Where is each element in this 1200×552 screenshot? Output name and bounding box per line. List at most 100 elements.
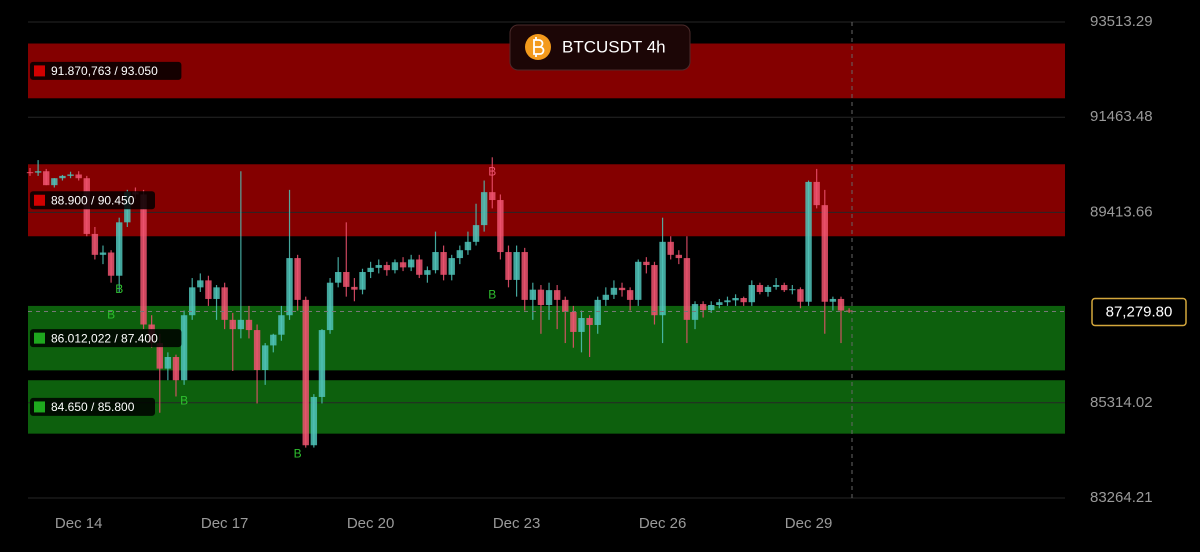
candle-body: [440, 252, 447, 275]
signal-marker: B: [488, 287, 496, 301]
candle-body: [91, 233, 99, 255]
candle-body: [310, 396, 318, 446]
x-tick-label: Dec 17: [201, 515, 249, 532]
candle-body: [553, 290, 561, 300]
candle-body: [837, 298, 845, 311]
candle-body: [699, 304, 707, 311]
candle-body: [513, 252, 520, 280]
coin-symbol: [533, 37, 545, 57]
signal-marker: B: [294, 447, 302, 461]
x-tick-label: Dec 26: [639, 515, 687, 532]
candle-body: [570, 311, 577, 332]
candle-body: [383, 265, 391, 271]
signal-marker: B: [115, 282, 123, 296]
candle-body: [221, 287, 228, 320]
candle-body: [813, 181, 820, 206]
candle-body: [562, 299, 569, 312]
y-tick-label: 89413.66: [1090, 203, 1153, 220]
candle-body: [456, 250, 464, 259]
candle-body: [391, 262, 399, 271]
candle-body: [805, 181, 812, 302]
zone-label: 86.012,022 / 87.400: [51, 331, 158, 345]
candle-body: [537, 289, 545, 305]
candle-body: [343, 272, 350, 287]
candle-body: [602, 294, 610, 300]
candle-body: [399, 262, 407, 268]
candle-body: [286, 258, 293, 316]
candle-body: [845, 310, 853, 312]
candle-body: [270, 334, 277, 346]
candle-body: [416, 259, 423, 275]
candle-body: [635, 261, 642, 300]
candle-body: [245, 319, 253, 331]
x-tick-label: Dec 29: [785, 515, 833, 532]
candle-body: [545, 290, 553, 305]
candle-body: [594, 299, 601, 325]
x-tick-label: Dec 20: [347, 515, 395, 532]
title-pill: BTCUSDT 4h: [509, 24, 691, 71]
candle-body: [829, 298, 837, 302]
zone-label-box: [30, 329, 182, 348]
zone: [28, 305, 1065, 371]
candle-body: [367, 267, 374, 273]
zone-label-box: [30, 397, 155, 416]
candle-body: [748, 285, 755, 303]
candle-body: [472, 225, 480, 242]
zone-label: 88.900 / 90.450: [51, 193, 135, 207]
candle-body: [99, 252, 107, 255]
candle-body: [213, 287, 220, 299]
candle-body: [140, 194, 147, 325]
candle-body: [529, 289, 537, 300]
candle-body: [326, 282, 334, 331]
candle-body: [618, 287, 626, 291]
zone-label-swatch: [34, 401, 45, 413]
signal-marker: B: [180, 393, 188, 407]
candle-body: [172, 357, 180, 381]
y-tick-label: 83264.21: [1090, 489, 1153, 506]
last-price-label: 87,279.80: [1106, 303, 1173, 320]
title-box: [509, 24, 691, 71]
candle-body: [489, 192, 496, 201]
candle-body: [724, 300, 731, 303]
candle-body: [497, 200, 504, 253]
grid: [28, 21, 1065, 499]
zone: [28, 380, 1065, 434]
candle-body: [26, 172, 34, 174]
candle-body: [732, 298, 739, 301]
candle-body: [229, 319, 236, 330]
signal-marker: B: [107, 307, 115, 321]
candle-body: [164, 357, 172, 369]
chart-title: BTCUSDT 4h: [562, 37, 666, 56]
x-tick-label: Dec 14: [55, 515, 103, 532]
candle-body: [407, 259, 415, 268]
candle-body: [480, 192, 488, 226]
candle-body: [708, 304, 715, 311]
candle-body: [67, 174, 74, 176]
candle-body: [116, 222, 123, 276]
candle-body: [659, 241, 666, 316]
candle-body: [764, 286, 772, 292]
y-tick-label: 91463.48: [1090, 108, 1153, 125]
signal-marker: B: [488, 164, 496, 178]
candle-body: [626, 290, 634, 300]
candle-body: [781, 285, 788, 291]
candle-body: [448, 258, 455, 275]
candle-body: [578, 317, 585, 332]
zone-label-swatch: [34, 194, 45, 206]
candle-body: [261, 345, 269, 371]
candle-body: [359, 272, 366, 290]
candle-body: [789, 289, 796, 291]
candle-body: [521, 252, 528, 300]
candle-body: [59, 175, 66, 179]
candle-body: [334, 272, 342, 283]
zone-label: 91.870,763 / 93.050: [51, 64, 158, 78]
x-tick-label: Dec 23: [493, 515, 541, 532]
candle-body: [278, 315, 285, 335]
zone-label-box: [30, 61, 182, 80]
zone-label-box: [30, 191, 155, 210]
last-price-box: [1091, 297, 1187, 327]
candle-body: [205, 280, 212, 299]
candle-body: [424, 270, 431, 275]
candle-body: [464, 241, 472, 251]
